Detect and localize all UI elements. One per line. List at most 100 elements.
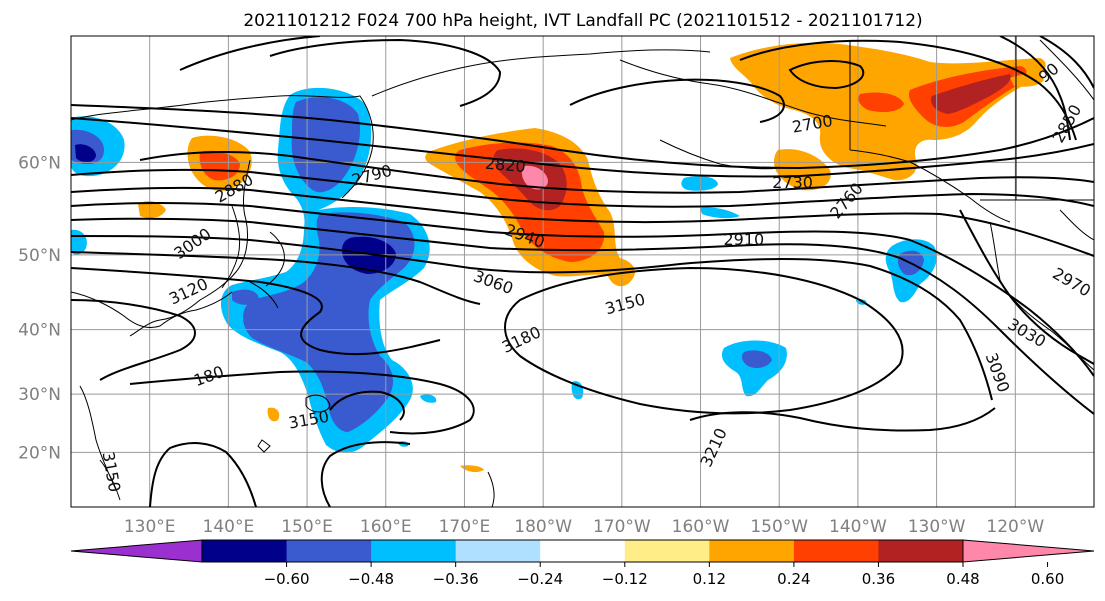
height-contour <box>129 370 475 435</box>
longitude-tick-label: 130°E <box>124 517 176 537</box>
height-contour <box>139 150 1094 194</box>
coastline <box>659 139 781 170</box>
colorbar-tick-label: 0.12 <box>693 570 726 588</box>
colorbar-tick-label: −0.36 <box>433 570 479 588</box>
positive-ivt-region <box>858 92 904 112</box>
latitude-tick-label: 30°N <box>18 385 61 405</box>
latitude-labels: 60°N 50°N 40°N 30°N 20°N <box>18 153 61 463</box>
colorbar-tick-label: 0.60 <box>1031 570 1064 588</box>
coastline <box>619 59 887 127</box>
height-contour <box>689 407 996 432</box>
figure-title: 2021101212 F024 700 hPa height, IVT Land… <box>243 11 922 31</box>
height-contour <box>71 117 1094 178</box>
negative-ivt-region <box>721 340 787 397</box>
coastline <box>371 49 711 97</box>
height-contour <box>320 441 411 507</box>
colorbar-segment <box>793 540 879 562</box>
coastline <box>487 471 495 507</box>
latitude-tick-label: 60°N <box>18 153 61 173</box>
height-contour <box>504 266 904 415</box>
contour-label: 2910 <box>723 230 764 249</box>
colorbar-segment <box>371 540 457 562</box>
contour-label-text: 2910 <box>723 230 764 249</box>
colorbar-tick-label: 0.48 <box>946 570 979 588</box>
positive-ivt-core <box>521 165 548 190</box>
height-contour <box>959 209 1094 365</box>
colorbar-outline <box>201 539 964 563</box>
coastline <box>1015 36 1094 241</box>
longitude-tick-label: 120°W <box>986 517 1044 537</box>
height-contour <box>71 217 1094 415</box>
longitude-tick-label: 160°W <box>672 517 730 537</box>
height-contour <box>71 186 1094 257</box>
height-contour <box>569 78 785 123</box>
positive-ivt-region <box>930 74 1011 114</box>
latitude-tick-label: 50°N <box>18 246 61 266</box>
longitude-tick-label: 140°E <box>203 517 255 537</box>
coastline <box>129 159 251 337</box>
colorbar-segment <box>624 540 710 562</box>
colorbar-extend-high <box>962 539 1095 563</box>
positive-ivt-region <box>199 150 240 181</box>
height-contours <box>71 36 1094 507</box>
longitude-tick-label: 150°W <box>750 517 808 537</box>
height-contour <box>179 36 321 71</box>
height-contour <box>739 39 1077 141</box>
longitude-tick-label: 180°W <box>514 517 572 537</box>
height-contour <box>788 60 865 90</box>
negative-ivt-core <box>342 236 396 274</box>
height-contour <box>71 104 1094 170</box>
height-contour <box>71 299 196 381</box>
colorbar-tick-label: −0.24 <box>517 570 563 588</box>
height-contour <box>71 168 1094 208</box>
height-contour <box>71 235 993 401</box>
contour-label: 2730 <box>772 173 813 192</box>
graticule <box>71 36 1094 507</box>
positive-ivt-region <box>138 201 166 218</box>
negative-ivt-core <box>75 144 96 163</box>
coastline <box>79 385 121 501</box>
height-contour <box>1039 36 1094 89</box>
height-contour <box>999 36 1071 141</box>
colorbar-segment <box>286 540 372 562</box>
height-contour <box>71 202 1094 377</box>
positive-ivt-region <box>267 407 280 422</box>
negative-ivt-region <box>681 176 718 191</box>
contour-label-text: 2820 <box>484 154 526 176</box>
coastline <box>249 231 285 309</box>
latitude-tick-label: 40°N <box>18 321 61 341</box>
negative-ivt-region <box>700 207 740 219</box>
longitude-labels: 130°E 140°E 150°E 160°E 170°E 180°W 170°W 160°W… <box>124 517 1045 537</box>
colorbar-tick-label: −0.12 <box>602 570 648 588</box>
longitude-tick-label: 170°E <box>439 517 491 537</box>
height-contour <box>149 442 257 507</box>
colorbar-tick-label: −0.48 <box>348 570 394 588</box>
negative-ivt-region <box>232 289 259 305</box>
contour-label: 2820 <box>484 154 526 176</box>
height-contour <box>71 251 481 305</box>
height-contour <box>71 267 441 356</box>
height-contour <box>329 390 405 421</box>
colorbar-tick-label: −0.60 <box>264 570 310 588</box>
coastline <box>71 291 233 329</box>
colorbar-tick-label: 0.36 <box>862 570 895 588</box>
colorbar-segment <box>878 540 964 562</box>
positive-ivt-region <box>1010 73 1044 87</box>
longitude-tick-label: 170°W <box>593 517 651 537</box>
colorbar-tick-label: 0.24 <box>777 570 810 588</box>
longitude-tick-label: 150°E <box>281 517 333 537</box>
coastline <box>71 95 374 199</box>
negative-ivt-region <box>420 394 437 403</box>
positive-ivt-region <box>460 465 484 473</box>
coastline <box>257 394 331 453</box>
contour-label-text: 2730 <box>772 173 813 192</box>
colorbar: −0.60 −0.48 −0.36 −0.24 −0.12 0.12 0.24 0.36 0.4… <box>70 539 1095 588</box>
height-contour <box>269 38 502 107</box>
longitude-tick-label: 130°W <box>908 517 966 537</box>
longitude-tick-label: 160°E <box>360 517 412 537</box>
latitude-tick-label: 20°N <box>18 443 61 463</box>
coastline <box>849 40 1011 223</box>
positive-ivt-region <box>774 149 831 191</box>
negative-ivt-region <box>741 350 772 368</box>
